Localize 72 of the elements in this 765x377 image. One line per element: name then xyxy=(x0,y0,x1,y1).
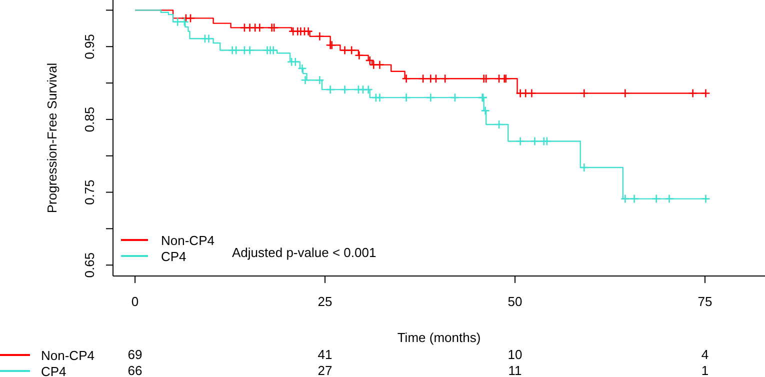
point xyxy=(418,74,428,84)
point xyxy=(516,136,525,146)
point xyxy=(326,84,335,94)
point xyxy=(354,50,364,60)
x-tick-label: 75 xyxy=(698,294,712,310)
point xyxy=(620,194,630,204)
point xyxy=(426,92,436,102)
point xyxy=(269,23,279,32)
point xyxy=(204,34,214,44)
y-tick-label: 0.65 xyxy=(82,252,97,278)
point xyxy=(652,194,661,204)
point xyxy=(375,92,384,102)
point xyxy=(450,92,460,102)
x-tick-label: 25 xyxy=(318,294,332,310)
x-tick-label: 50 xyxy=(508,294,522,310)
text: Non-CP4 xyxy=(41,348,94,362)
text: 11 xyxy=(507,363,523,377)
point xyxy=(579,88,589,98)
y-tick-label: 0.85 xyxy=(82,106,97,132)
point xyxy=(630,194,639,204)
text: 41 xyxy=(316,347,334,363)
point xyxy=(500,74,509,84)
point xyxy=(688,88,698,98)
text: 4 xyxy=(700,347,710,363)
point xyxy=(481,74,491,84)
point xyxy=(290,57,300,67)
text: CP4 xyxy=(41,364,66,377)
point xyxy=(172,17,182,26)
point xyxy=(255,23,264,32)
point xyxy=(300,75,310,85)
point xyxy=(327,40,337,50)
text: 10 xyxy=(506,347,524,363)
point xyxy=(530,136,540,146)
point xyxy=(298,64,307,74)
point xyxy=(520,88,530,98)
point xyxy=(579,162,589,172)
point xyxy=(701,194,710,204)
point xyxy=(315,75,324,85)
point xyxy=(501,74,511,84)
point xyxy=(364,84,373,94)
y-axis-title: Progression-Free Survival xyxy=(44,62,60,214)
y-tick-label: 0.75 xyxy=(82,180,97,205)
point xyxy=(340,84,350,94)
point xyxy=(701,88,710,98)
point xyxy=(440,74,450,84)
point xyxy=(340,46,350,55)
text: 27 xyxy=(316,363,334,377)
point xyxy=(315,32,324,42)
point xyxy=(480,106,490,116)
text: 1 xyxy=(700,363,710,377)
text: 69 xyxy=(126,347,144,363)
point xyxy=(186,14,196,23)
y-tick-label: 0.95 xyxy=(82,34,97,60)
x-tick-label: 0 xyxy=(131,294,139,310)
point xyxy=(494,120,504,130)
legend-label: CP4 xyxy=(161,248,186,264)
point xyxy=(326,40,335,50)
annotation: Adjusted p-value < 0.001 xyxy=(232,245,376,260)
x-axis-title: Time (months) xyxy=(396,330,482,345)
point xyxy=(431,74,441,84)
point xyxy=(245,46,254,55)
point xyxy=(180,17,190,26)
point xyxy=(620,88,630,98)
legend-label: Non-CP4 xyxy=(161,232,214,248)
point xyxy=(346,46,356,55)
point xyxy=(402,92,411,102)
point xyxy=(402,74,411,84)
point xyxy=(365,56,374,66)
point xyxy=(664,194,674,204)
point xyxy=(375,60,384,70)
point xyxy=(527,88,536,98)
text: 66 xyxy=(126,363,144,377)
